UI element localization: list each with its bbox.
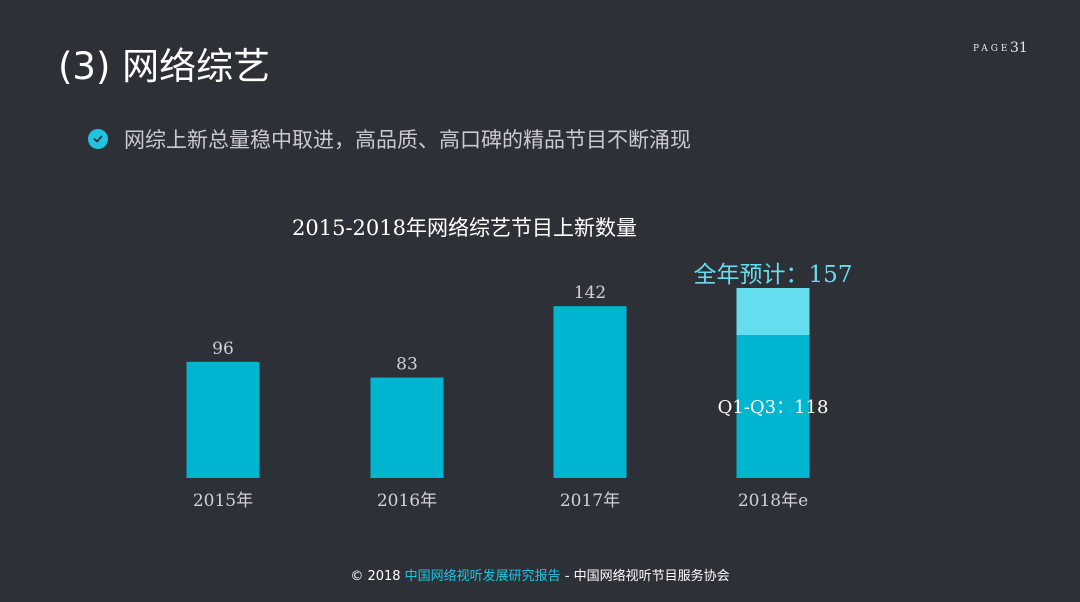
page-title: (3) 网络综艺 — [58, 45, 271, 88]
x-tick-label-3: 2017年 — [560, 491, 620, 511]
x-tick-label-4: 2018年e — [738, 491, 808, 511]
x-tick-label-2: 2016年 — [377, 491, 437, 511]
bar-3 — [553, 306, 627, 478]
footer-separator: - — [560, 569, 574, 584]
footer-report-link[interactable]: 中国网络视听发展研究报告 — [404, 569, 561, 584]
chart-title: 2015-2018年网络综艺节目上新数量 — [292, 216, 637, 240]
footer-copyright: © 2018 — [350, 569, 405, 584]
annotation-q1-q3: Q1-Q3：118 — [718, 397, 829, 418]
bullet-text: 网综上新总量稳中取进，高品质、高口碑的精品节目不断涌现 — [124, 128, 691, 152]
value-label-2: 83 — [396, 355, 418, 375]
x-tick-label-1: 2015年 — [193, 491, 253, 511]
bar-1 — [186, 361, 260, 478]
check-circle-icon — [88, 129, 108, 149]
footer: © 2018 中国网络视听发展研究报告 - 中国网络视听节目服务协会 — [0, 565, 1080, 584]
annotation-full-year: 全年预计：157 — [694, 262, 853, 288]
bar-forecast-4 — [736, 288, 810, 336]
bar-2 — [370, 377, 444, 478]
bar-4 — [736, 335, 810, 478]
page-number: 31 — [1010, 40, 1028, 56]
page-label: PAGE — [973, 44, 1011, 54]
value-label-1: 96 — [212, 339, 234, 359]
footer-org: 中国网络视听节目服务协会 — [573, 569, 730, 584]
bullet-point: 网综上新总量稳中取进，高品质、高口碑的精品节目不断涌现 — [88, 124, 691, 154]
value-label-3: 142 — [574, 283, 606, 303]
